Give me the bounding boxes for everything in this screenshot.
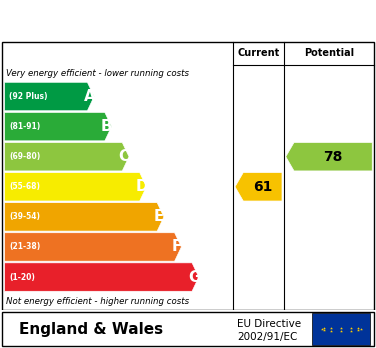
- Polygon shape: [235, 173, 282, 201]
- Text: (92 Plus): (92 Plus): [9, 92, 47, 101]
- Text: EU Directive: EU Directive: [237, 318, 301, 329]
- Polygon shape: [5, 203, 164, 231]
- Text: (55-68): (55-68): [9, 182, 40, 191]
- Polygon shape: [5, 112, 112, 141]
- Text: (1-20): (1-20): [9, 272, 35, 282]
- Text: (39-54): (39-54): [9, 212, 40, 221]
- Text: Very energy efficient - lower running costs: Very energy efficient - lower running co…: [6, 69, 189, 78]
- Text: Not energy efficient - higher running costs: Not energy efficient - higher running co…: [6, 297, 189, 306]
- Text: Energy Efficiency Rating: Energy Efficiency Rating: [11, 11, 240, 30]
- Text: 78: 78: [323, 150, 343, 164]
- Text: B: B: [101, 119, 113, 134]
- Text: A: A: [83, 89, 95, 104]
- Text: D: D: [135, 179, 148, 194]
- Bar: [312, 313, 370, 345]
- Text: (21-38): (21-38): [9, 243, 40, 252]
- Text: (81-91): (81-91): [9, 122, 40, 131]
- Text: G: G: [188, 270, 200, 285]
- Text: Current: Current: [237, 48, 280, 58]
- Text: (69-80): (69-80): [9, 152, 40, 161]
- Text: 61: 61: [253, 180, 272, 194]
- Polygon shape: [286, 142, 372, 171]
- Text: Potential: Potential: [304, 48, 354, 58]
- Polygon shape: [5, 82, 94, 111]
- Polygon shape: [5, 173, 147, 201]
- Polygon shape: [5, 263, 199, 291]
- Text: England & Wales: England & Wales: [19, 322, 163, 337]
- Text: F: F: [171, 239, 182, 254]
- Text: E: E: [154, 209, 164, 224]
- Polygon shape: [5, 233, 181, 261]
- Text: 2002/91/EC: 2002/91/EC: [237, 332, 297, 342]
- Text: C: C: [119, 149, 130, 164]
- Polygon shape: [5, 142, 129, 171]
